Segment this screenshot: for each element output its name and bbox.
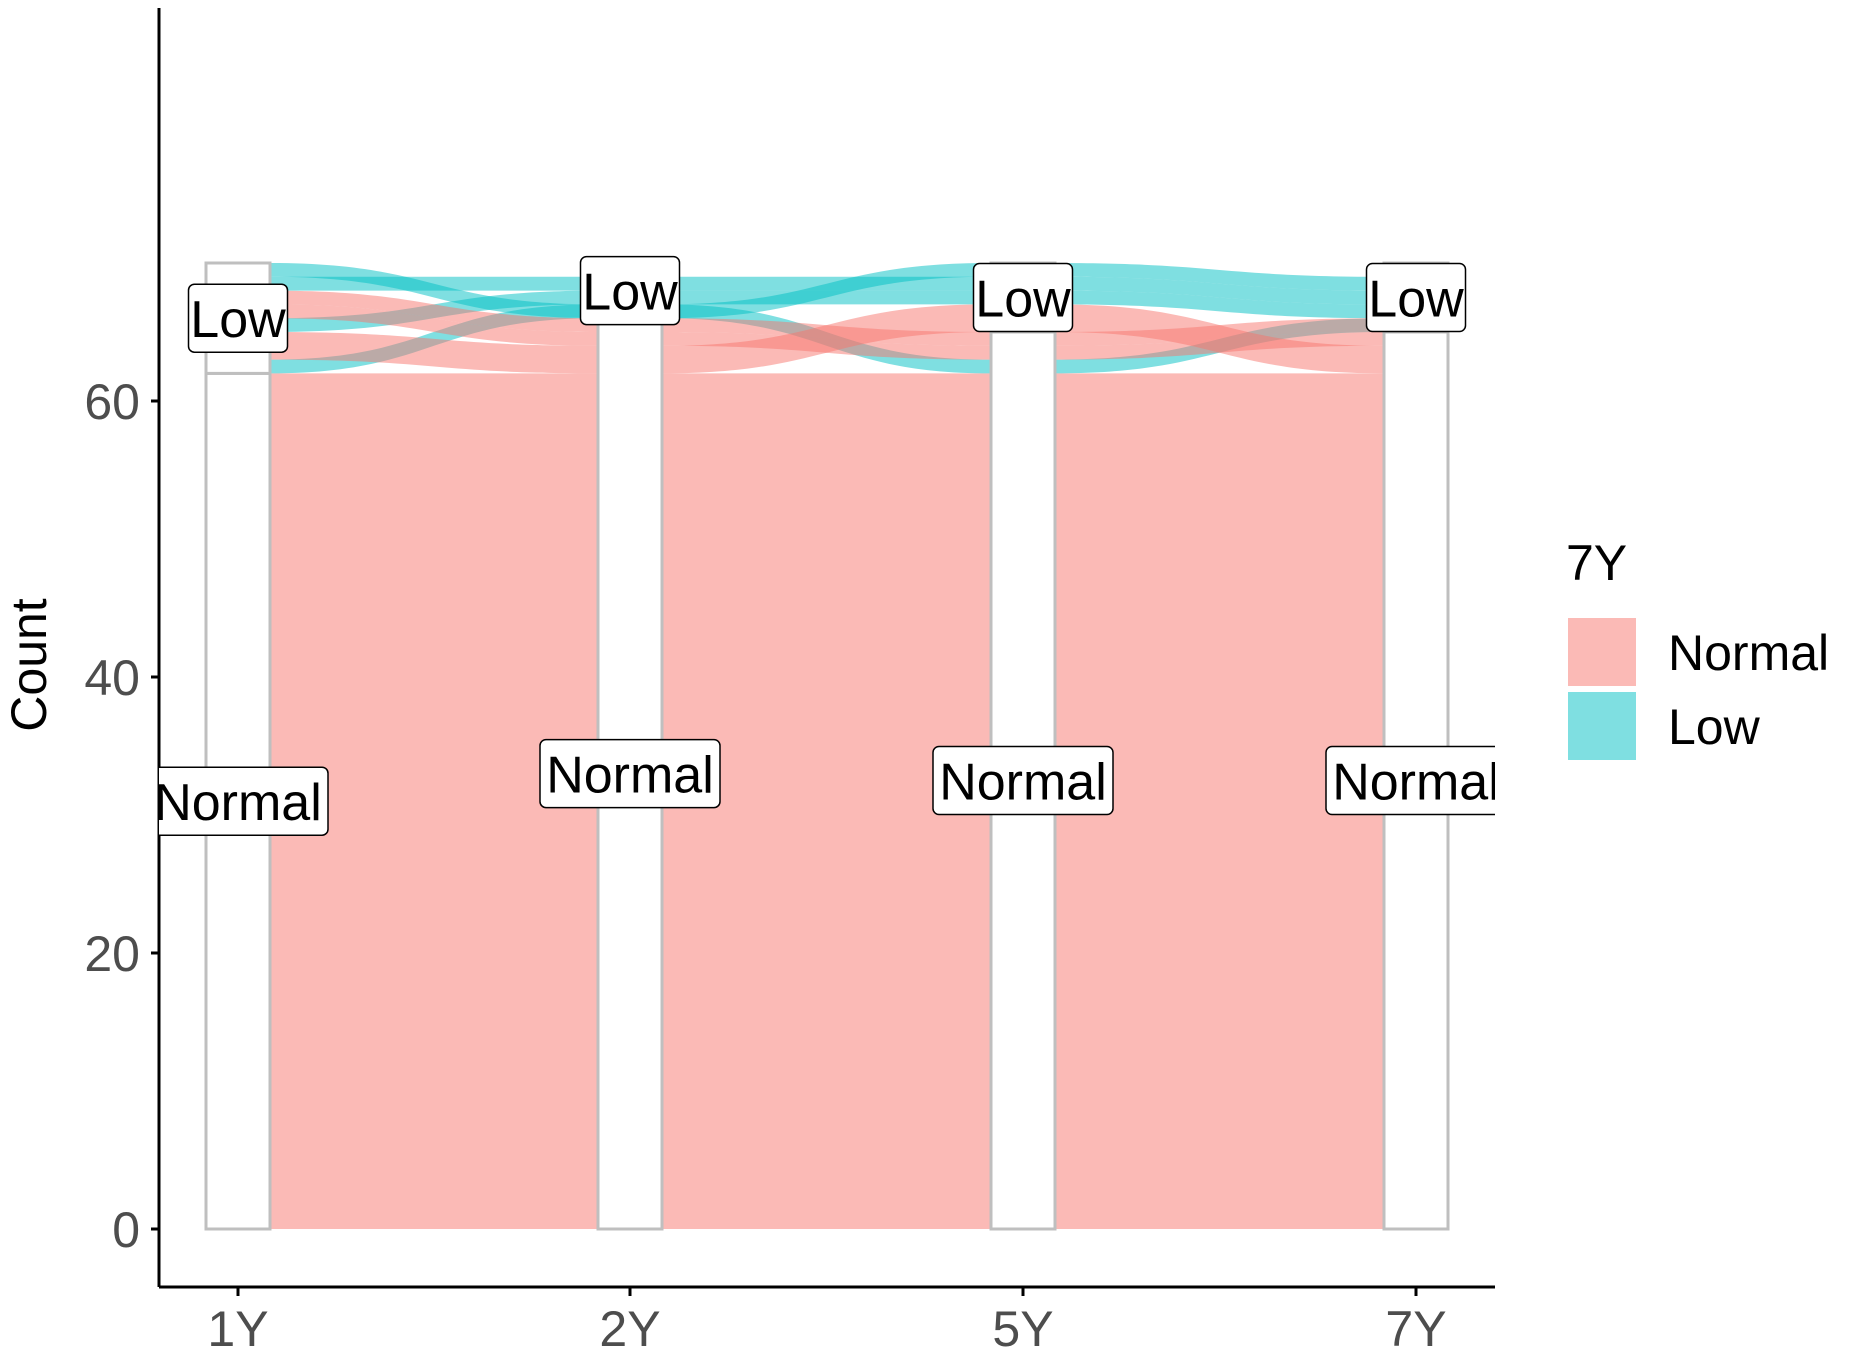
stratum-labels-group: Normal Low Normal Low Normal Low Normal Low	[154, 255, 1500, 836]
stratum-label-1Y-normal: Normal	[154, 766, 329, 836]
x-tick-label: 2Y	[599, 1301, 660, 1350]
y-tick-label: 40	[84, 650, 140, 706]
y-axis-title: Count	[1, 598, 57, 732]
flow-7-segment-2	[1055, 263, 1384, 291]
stratum-label-box	[932, 745, 1114, 816]
stratum-label-box	[187, 283, 289, 353]
flow-2-segment-0	[270, 332, 598, 374]
stratum-label-text: Low	[1368, 271, 1464, 329]
labels-layer: Normal Low Normal Low Normal Low Normal Low	[154, 255, 1500, 836]
x-tick-label: 5Y	[992, 1301, 1053, 1350]
legend-label-low: Low	[1668, 699, 1761, 755]
flow-7-segment-1	[662, 263, 991, 319]
flow-5-segment-0	[270, 290, 598, 332]
stratum-label-5Y-low: Low	[972, 262, 1074, 333]
legend-label-normal: Normal	[1668, 625, 1829, 681]
legend: 7Y Normal Low	[1566, 535, 1829, 760]
x-tick-label: 7Y	[1385, 1301, 1446, 1350]
flow-0-segment-0	[270, 373, 598, 1229]
stratum-label-text: Normal	[546, 747, 714, 805]
stratum-label-box	[972, 262, 1074, 333]
legend-key-normal	[1568, 618, 1636, 686]
flow-7-segment-0	[270, 263, 598, 319]
flow-5-segment-1	[662, 318, 991, 346]
flow-4-segment-1	[662, 332, 991, 360]
flow-4-segment-0	[270, 304, 598, 346]
stratum-label-text: Low	[190, 291, 286, 349]
flows-layer	[270, 263, 1384, 1229]
flow-0-segment-1	[662, 373, 991, 1229]
stratum-label-box	[1365, 262, 1467, 333]
x-tick-label: 1Y	[207, 1301, 268, 1350]
stratum-label-box	[539, 738, 721, 809]
stratum-label-1Y-low: Low	[187, 283, 289, 353]
stratum-label-7Y-low: Low	[1365, 262, 1467, 333]
flow-0-segment-2	[1055, 373, 1384, 1229]
stratum-label-text: Low	[582, 264, 678, 322]
stratum-label-text: Normal	[1332, 754, 1500, 812]
stratum-label-text: Low	[975, 271, 1071, 329]
legend-key-low	[1568, 692, 1636, 760]
stratum-label-7Y-normal: Normal	[1325, 745, 1500, 816]
stratum-label-box	[159, 766, 329, 836]
flow-5-segment-2	[1055, 318, 1384, 346]
y-tick-label: 0	[112, 1202, 140, 1258]
flow-3-segment-2	[1055, 290, 1384, 319]
stratum-label-text: Normal	[939, 754, 1107, 812]
legend-title: 7Y	[1566, 535, 1627, 591]
ticks-layer: 0 20 40 60 1Y 2Y 5Y 7Y	[84, 374, 1446, 1350]
flow-6-segment-2	[1055, 276, 1384, 305]
y-tick-label: 60	[84, 374, 140, 430]
flow-4-segment-2	[1055, 332, 1384, 360]
stratum-label-box	[1325, 745, 1495, 816]
stratum-label-2Y-low: Low	[579, 255, 681, 326]
stratum-label-2Y-normal: Normal	[539, 738, 721, 809]
stratum-label-box	[579, 255, 681, 326]
y-tick-label: 20	[84, 926, 140, 982]
stratum-label-5Y-normal: Normal	[932, 745, 1114, 816]
stratum-label-text: Normal	[154, 774, 322, 832]
axes-layer	[157, 8, 1495, 1289]
